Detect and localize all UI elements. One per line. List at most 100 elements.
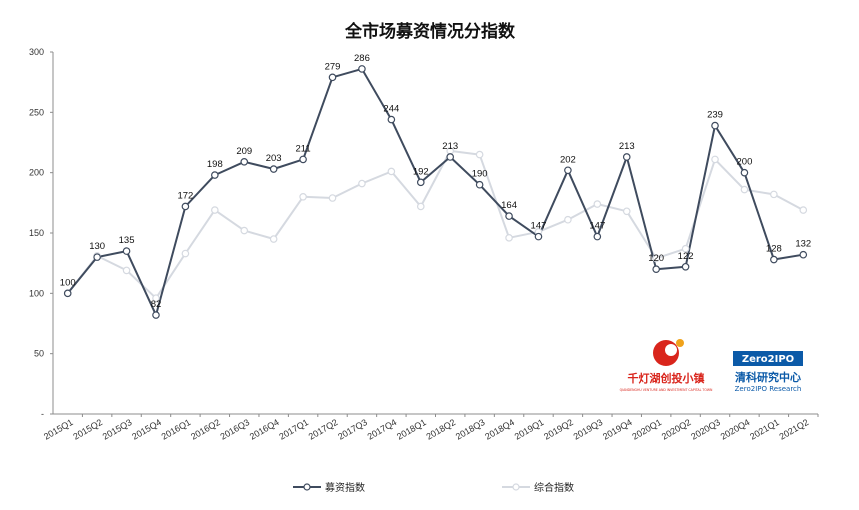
- data-label: 200: [737, 157, 753, 168]
- chart-title: 全市场募资情况分指数: [344, 21, 516, 42]
- data-label: 172: [177, 190, 193, 201]
- data-label: 147: [589, 221, 605, 232]
- series-1-point: [681, 244, 690, 253]
- series-1-point: [211, 206, 219, 214]
- series-1-point: [122, 266, 131, 275]
- x-tick-label: 2017Q3: [336, 417, 369, 442]
- series-0-point: [681, 262, 690, 271]
- data-labels: 100 130 135 82 172 198 209 203 211 279 286 244 192 21…: [60, 53, 811, 310]
- series-1-point: [181, 249, 190, 258]
- data-label: 100: [60, 277, 76, 288]
- x-tick-label: 2020Q2: [660, 417, 693, 442]
- x-tick-label: 2019Q1: [513, 417, 546, 442]
- x-tick-label: 2018Q3: [454, 417, 487, 442]
- series-1-point: [593, 200, 602, 208]
- x-tick-label: 2018Q2: [424, 417, 457, 442]
- x-tick-label: 2015Q1: [42, 417, 75, 442]
- series-1-point: [358, 179, 366, 188]
- series-0-point: [240, 158, 249, 166]
- data-label: 286: [354, 53, 370, 64]
- data-label: 164: [501, 200, 517, 211]
- data-label: 128: [766, 244, 782, 255]
- series-line-1: [66, 149, 804, 300]
- legend-marker-1: [512, 483, 520, 491]
- qiandenghu-logo-text: 千灯湖创投小镇: [628, 371, 705, 385]
- qiandenghu-logo-dot: [676, 339, 684, 347]
- x-tick-labels: 2015Q12015Q22015Q32015Q42016Q12016Q22016…: [42, 417, 810, 442]
- series-0-point: [799, 250, 808, 259]
- data-label: 244: [383, 104, 399, 115]
- x-tick-label: 2016Q3: [219, 417, 252, 442]
- qiandenghu-logo-subtext: QIANDENGHU VENTURE AND INVESTMENT CAPITA…: [620, 388, 713, 392]
- series-1-point: [652, 254, 660, 263]
- series-1-point: [740, 185, 749, 194]
- y-tick-label: 250: [29, 107, 44, 117]
- x-tick-label: 2018Q1: [395, 417, 428, 442]
- series-0-point: [358, 65, 366, 73]
- data-label: 209: [236, 146, 252, 157]
- data-label: 132: [795, 239, 811, 250]
- data-label: 135: [119, 235, 135, 246]
- series-1-point: [799, 206, 808, 214]
- series-1-point: [416, 202, 425, 211]
- series-1-point: [299, 193, 307, 201]
- data-label: 213: [619, 141, 635, 152]
- data-label: 192: [413, 166, 429, 177]
- x-tick-label: 2020Q1: [630, 417, 663, 442]
- series-0-point: [505, 212, 513, 220]
- x-tick-label: 2019Q3: [572, 417, 605, 442]
- series-0-point: [181, 202, 190, 211]
- x-tick-label: 2016Q2: [189, 417, 222, 442]
- series-0-point: [534, 232, 543, 241]
- x-tick-label: 2017Q4: [366, 417, 399, 442]
- series-0-point: [93, 253, 101, 261]
- series-1-point: [770, 190, 778, 199]
- series-line-0: [66, 67, 804, 317]
- x-tick-label: 2020Q3: [689, 417, 722, 442]
- zero2ipo-logo: Zero2IPO 清科研究中心 Zero2IPO Research: [733, 351, 803, 393]
- data-label: 211: [296, 143, 311, 154]
- data-label: 203: [266, 153, 282, 164]
- data-label: 239: [707, 110, 723, 121]
- series-1-point: [711, 155, 719, 164]
- series-lines: [66, 67, 804, 317]
- axes: [50, 51, 819, 417]
- legend-label-1: 综合指数: [534, 481, 574, 494]
- series-1-point: [328, 194, 337, 202]
- series-0-point: [269, 165, 278, 173]
- zero2ipo-logo-subtext: Zero2IPO Research: [735, 385, 802, 393]
- series-1-point: [622, 207, 631, 216]
- series-0-point: [622, 153, 631, 161]
- qiandenghu-logo-mark-inner: [665, 344, 677, 356]
- series-0-point: [122, 247, 131, 255]
- series-1-point: [152, 294, 160, 302]
- series-0-point: [564, 166, 572, 175]
- data-label: 213: [442, 141, 458, 152]
- y-tick-label: 50: [34, 349, 44, 359]
- series-0-point: [475, 180, 484, 189]
- y-tick-label: 300: [29, 47, 44, 57]
- x-tick-label: 2017Q2: [307, 417, 340, 442]
- series-points: [63, 65, 808, 319]
- data-label: 202: [560, 154, 576, 165]
- x-tick-label: 2016Q1: [160, 417, 193, 442]
- x-tick-label: 2015Q2: [71, 417, 104, 442]
- data-label: 279: [325, 61, 341, 72]
- data-label: 120: [648, 253, 664, 264]
- x-tick-label: 2019Q2: [542, 417, 575, 442]
- zero2ipo-logo-text: 清科研究中心: [735, 370, 801, 384]
- x-tick-label: 2016Q4: [248, 417, 281, 442]
- qiandenghu-logo: 千灯湖创投小镇 QIANDENGHU VENTURE AND INVESTMEN…: [620, 339, 713, 392]
- data-label: 198: [207, 159, 223, 170]
- series-1-point: [387, 167, 396, 176]
- series-0-point: [652, 265, 660, 274]
- series-0-point: [63, 289, 72, 298]
- x-tick-label: 2021Q1: [748, 417, 781, 442]
- series-0-point: [593, 232, 602, 241]
- series-0-point: [740, 168, 749, 177]
- series-1-point: [240, 226, 249, 235]
- x-tick-label: 2021Q2: [778, 417, 811, 442]
- x-tick-label: 2015Q3: [101, 417, 134, 442]
- series-0-point: [328, 73, 337, 82]
